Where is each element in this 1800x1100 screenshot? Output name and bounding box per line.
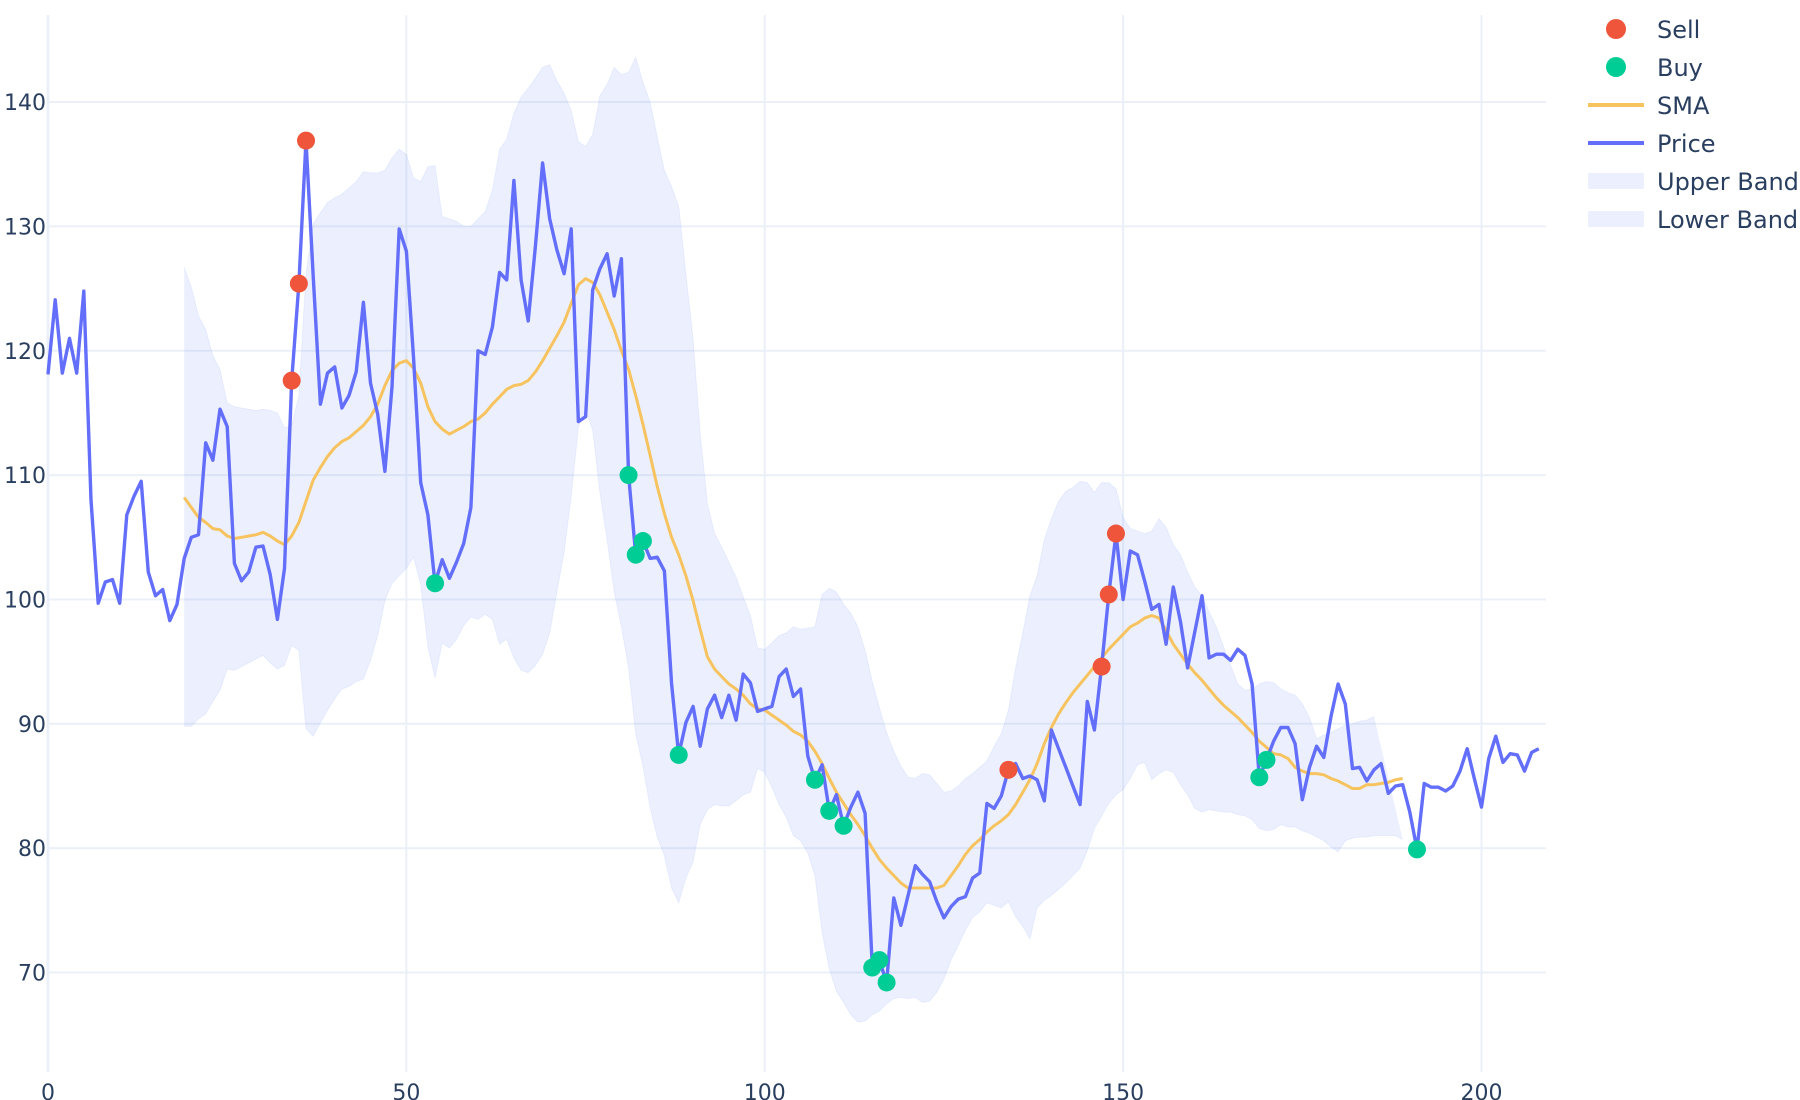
upper-band-line (183, 55, 1375, 793)
buy-marker (805, 770, 824, 789)
y-tick-label: 80 (18, 837, 46, 862)
sma-line (182, 277, 1403, 890)
price-line (46, 138, 1540, 985)
sell-marker (282, 371, 301, 390)
buy-marker (633, 532, 652, 551)
legend-item-sell[interactable]: Sell (1606, 16, 1700, 44)
y-tick-label: 130 (4, 215, 46, 240)
buy-marker (426, 574, 445, 593)
line-series (46, 138, 1540, 985)
signal-markers (282, 131, 1426, 992)
x-tick-label: 50 (392, 1081, 420, 1100)
sell-marker (999, 760, 1018, 779)
buy-marker (1257, 750, 1276, 769)
buy-marker (626, 545, 645, 564)
y-tick-label: 100 (4, 588, 46, 613)
y-tick-label: 90 (18, 713, 46, 738)
x-tick-label: 0 (41, 1081, 55, 1100)
x-tick-label: 150 (1102, 1081, 1144, 1100)
buy-marker (870, 951, 889, 970)
y-tick-label: 110 (4, 464, 46, 489)
sell-marker (297, 131, 316, 150)
x-tick-label: 100 (744, 1081, 786, 1100)
legend-item-lower-band[interactable]: Lower Band (1588, 206, 1798, 234)
grid (46, 15, 1546, 1072)
legend-item-price[interactable]: Price (1588, 130, 1716, 158)
legend-item-sma[interactable]: SMA (1588, 92, 1710, 120)
sell-marker (1099, 585, 1118, 604)
legend-item-buy[interactable]: Buy (1606, 54, 1703, 82)
buy-marker (619, 466, 638, 485)
legend-label: Price (1657, 130, 1716, 158)
legend-label: SMA (1657, 92, 1710, 120)
bollinger-band-fill (184, 57, 1403, 1023)
sell-marker (1106, 524, 1125, 543)
buy-marker (820, 801, 839, 820)
sell-marker (289, 274, 308, 293)
buy-marker (877, 973, 896, 992)
buy-marker (1407, 840, 1426, 859)
legend-fill-icon (1588, 211, 1644, 227)
axis-labels: 0 50 100 150 200 70 80 90 100 110 120 130 140 (4, 91, 1502, 1100)
y-tick-label: 70 (18, 962, 46, 987)
legend-label: Lower Band (1657, 206, 1798, 234)
x-tick-label: 200 (1460, 1081, 1502, 1100)
legend-marker-icon (1606, 57, 1626, 77)
buy-marker (1250, 768, 1269, 787)
buy-marker (834, 816, 853, 835)
legend-label: Sell (1657, 16, 1700, 44)
legend-item-upper-band[interactable]: Upper Band (1588, 168, 1799, 196)
band-area (183, 55, 1403, 1023)
y-tick-label: 120 (4, 340, 46, 365)
lower-band-line (184, 409, 1403, 1023)
legend-label: Buy (1657, 54, 1703, 82)
legend-label: Upper Band (1657, 168, 1799, 196)
legend-fill-icon (1588, 173, 1644, 189)
buy-marker (669, 745, 688, 764)
legend[interactable]: Sell Buy SMA Price Upper Band Lower Band (1588, 16, 1799, 234)
y-tick-label: 140 (4, 91, 46, 116)
sell-marker (1092, 657, 1111, 676)
legend-marker-icon (1606, 19, 1626, 39)
